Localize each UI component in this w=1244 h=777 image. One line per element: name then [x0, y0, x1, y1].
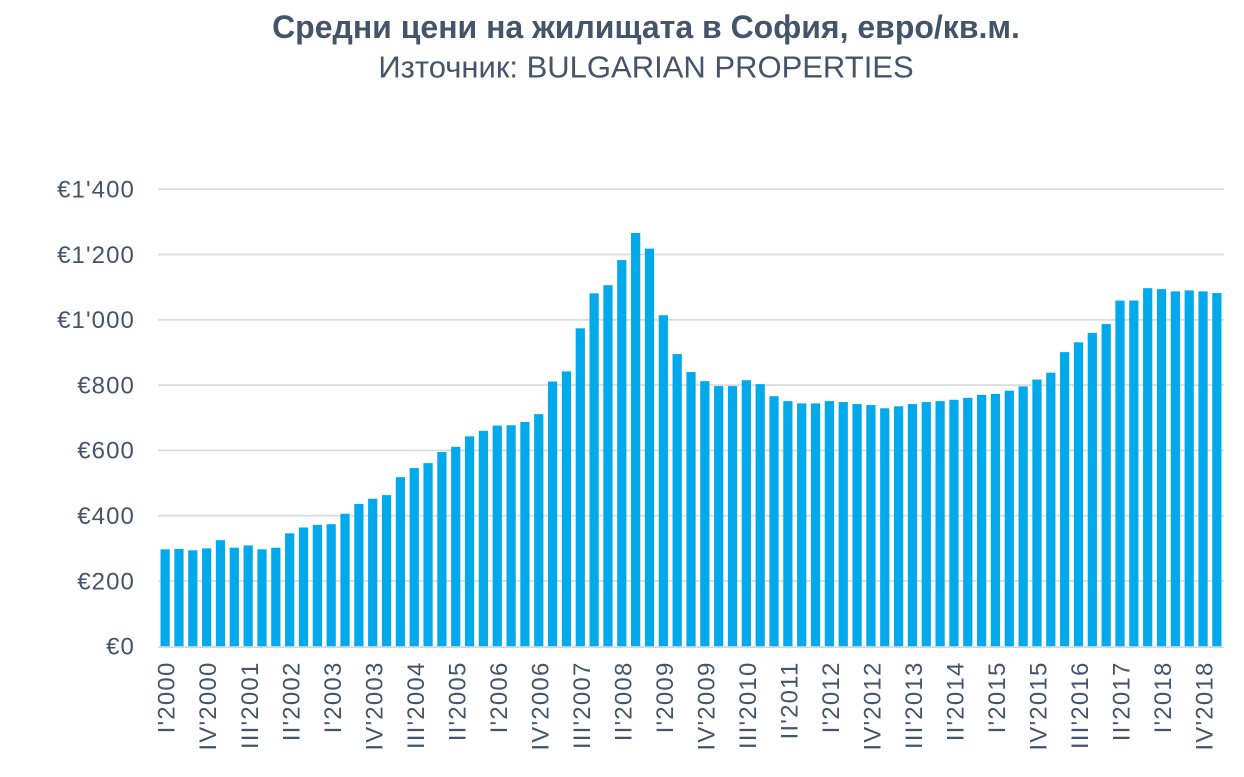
svg-text:II'2014: II'2014 [943, 662, 970, 742]
svg-text:II'2005: II'2005 [444, 662, 471, 742]
svg-text:II'2002: II'2002 [278, 662, 305, 742]
svg-text:I'2018: I'2018 [1150, 662, 1177, 734]
svg-text:IV'2012: IV'2012 [860, 662, 887, 751]
svg-text:II'2011: II'2011 [777, 662, 804, 740]
svg-text:II'2017: II'2017 [1109, 662, 1136, 742]
svg-text:I'2009: I'2009 [652, 662, 679, 734]
svg-text:III'2004: III'2004 [403, 662, 430, 750]
svg-text:IV'2018: IV'2018 [1192, 662, 1219, 751]
svg-text:Източник: BULGARIAN PROPERTIES: Източник: BULGARIAN PROPERTIES [378, 50, 913, 85]
svg-text:IV'2015: IV'2015 [1026, 662, 1053, 751]
svg-text:€800: €800 [77, 372, 135, 399]
svg-text:III'2001: III'2001 [237, 662, 264, 750]
svg-text:III'2016: III'2016 [1067, 662, 1094, 750]
svg-text:II'2008: II'2008 [610, 662, 637, 742]
svg-text:IV'2003: IV'2003 [361, 662, 388, 751]
svg-text:I'2015: I'2015 [984, 662, 1011, 734]
svg-text:€200: €200 [77, 568, 135, 595]
svg-text:Средни цени на жилищата в Софи: Средни цени на жилищата в София, евро/кв… [272, 9, 1020, 45]
svg-text:I'2006: I'2006 [486, 662, 513, 734]
svg-text:€1'400: €1'400 [57, 177, 135, 204]
svg-text:IV'2009: IV'2009 [693, 662, 720, 751]
svg-text:III'2010: III'2010 [735, 662, 762, 750]
svg-text:€1'000: €1'000 [57, 307, 135, 334]
svg-text:€0: €0 [106, 634, 135, 661]
svg-text:IV'2006: IV'2006 [527, 662, 554, 751]
svg-text:III'2013: III'2013 [901, 662, 928, 750]
svg-text:I'2003: I'2003 [320, 662, 347, 734]
svg-text:III'2007: III'2007 [569, 662, 596, 750]
svg-text:I'2012: I'2012 [818, 662, 845, 734]
svg-text:€1'200: €1'200 [57, 242, 135, 269]
svg-text:I'2000: I'2000 [154, 662, 181, 734]
svg-text:IV'2000: IV'2000 [195, 662, 222, 751]
svg-text:€400: €400 [77, 503, 135, 530]
svg-text:€600: €600 [77, 438, 135, 465]
